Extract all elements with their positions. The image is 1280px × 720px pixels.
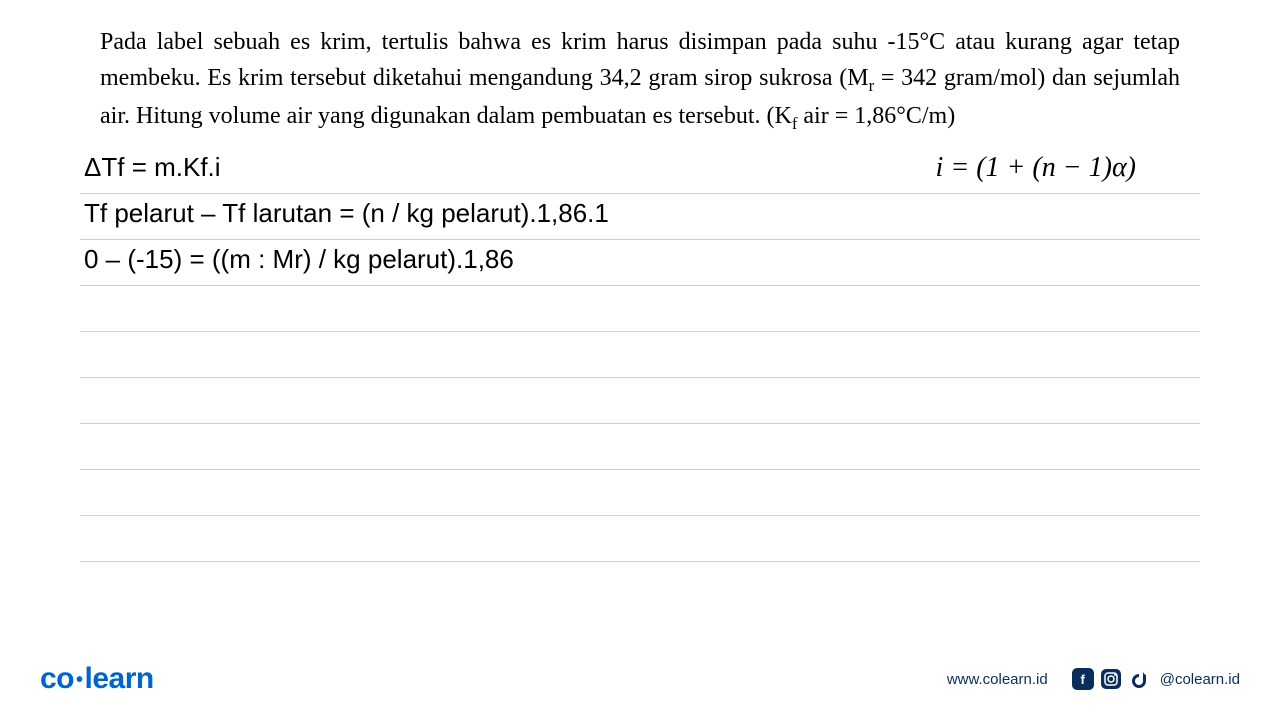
problem-statement: Pada label sebuah es krim, tertulis bahw… — [80, 24, 1200, 136]
rule-line — [80, 332, 1200, 378]
website-link[interactable]: www.colearn.id — [947, 671, 1048, 688]
footer-right: www.colearn.id f @colearn.id — [947, 668, 1240, 690]
tiktok-icon[interactable] — [1128, 668, 1150, 690]
work-line-1-right: i = (1 + (n − 1)α) — [936, 152, 1196, 184]
social-handle: @colearn.id — [1160, 671, 1240, 688]
facebook-icon[interactable]: f — [1072, 668, 1094, 690]
rule-line — [80, 378, 1200, 424]
instagram-icon[interactable] — [1100, 668, 1122, 690]
work-line-1-left: ΔTf = m.Kf.i — [84, 152, 221, 183]
logo-prefix: co — [40, 662, 74, 695]
rule-line — [80, 470, 1200, 516]
social-icons: f @colearn.id — [1072, 668, 1240, 690]
logo-suffix: learn — [85, 662, 154, 695]
work-line-3: 0 – (-15) = ((m : Mr) / kg pelarut).1,86 — [84, 244, 514, 275]
work-line-2: Tf pelarut – Tf larutan = (n / kg pelaru… — [84, 198, 609, 229]
brand-logo: co•learn — [40, 662, 154, 696]
rule-line — [80, 516, 1200, 562]
rule-line — [80, 424, 1200, 470]
ruled-work-area: ΔTf = m.Kf.i i = (1 + (n − 1)α) Tf pelar… — [80, 148, 1200, 562]
rule-line — [80, 286, 1200, 332]
logo-dot: • — [76, 669, 83, 691]
footer: co•learn www.colearn.id f @colearn.id — [0, 662, 1280, 696]
